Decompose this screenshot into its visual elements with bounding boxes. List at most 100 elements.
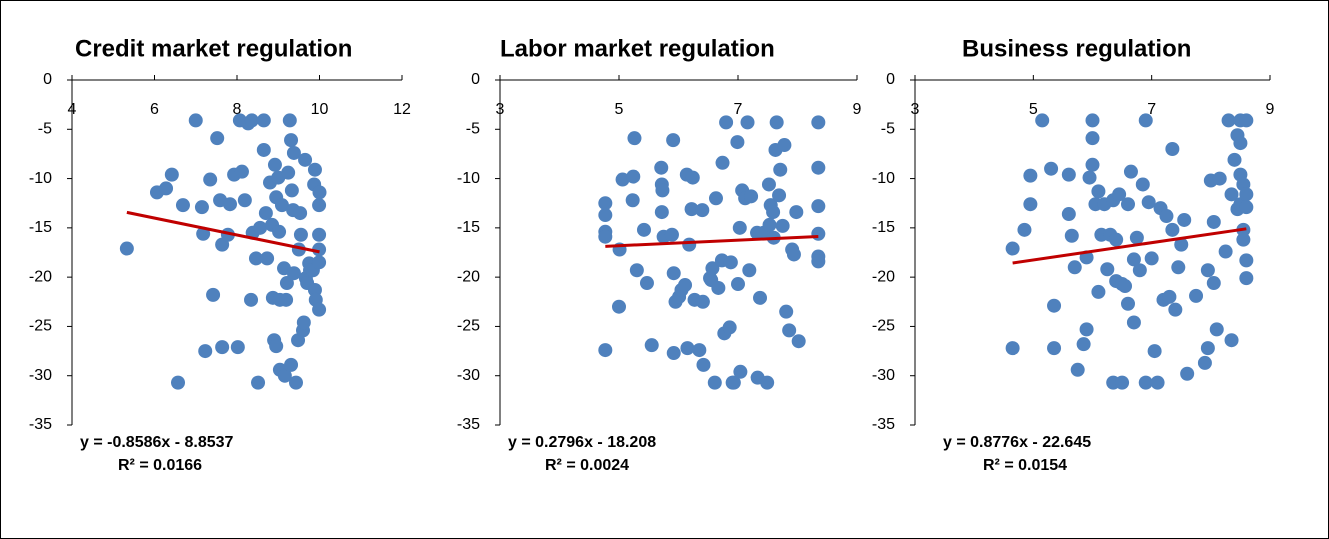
point — [1109, 232, 1124, 247]
point — [740, 115, 755, 130]
point — [761, 177, 776, 192]
point — [1023, 168, 1038, 183]
y-tick-label: -5 — [466, 121, 480, 138]
point — [1227, 152, 1242, 167]
point — [760, 375, 775, 390]
point — [1239, 113, 1254, 128]
point — [282, 113, 297, 128]
point — [722, 320, 737, 335]
point — [1197, 355, 1212, 370]
point — [237, 193, 252, 208]
x-tick-label: 4 — [68, 101, 77, 118]
point — [742, 263, 757, 278]
point — [695, 203, 710, 218]
point — [1239, 271, 1254, 286]
point — [1061, 167, 1076, 182]
point — [281, 165, 296, 180]
point — [685, 170, 700, 185]
point — [253, 220, 268, 235]
point — [267, 157, 282, 172]
point — [119, 241, 134, 256]
point — [791, 334, 806, 349]
point — [1085, 157, 1100, 172]
point — [269, 339, 284, 354]
chart-title: Credit market regulation — [75, 35, 352, 62]
point — [1085, 113, 1100, 128]
point — [312, 242, 327, 257]
point — [626, 169, 641, 184]
point — [312, 255, 327, 270]
point — [296, 315, 311, 330]
point — [1132, 263, 1147, 278]
point — [1085, 131, 1100, 146]
x-tick-label: 12 — [393, 101, 411, 118]
point — [244, 113, 259, 128]
point — [811, 254, 826, 269]
point — [707, 375, 722, 390]
point — [654, 205, 669, 220]
r-squared: R² = 0.0166 — [118, 457, 202, 474]
point — [625, 193, 640, 208]
point — [1121, 296, 1135, 311]
point — [251, 375, 266, 390]
point — [1162, 289, 1177, 304]
point — [256, 142, 271, 157]
point — [1005, 341, 1020, 356]
chart-title: Business regulation — [962, 35, 1191, 62]
y-tick-label: -25 — [872, 318, 895, 335]
point — [1165, 142, 1180, 156]
point — [1023, 197, 1038, 212]
point — [629, 263, 644, 278]
point — [159, 181, 174, 196]
point — [1200, 263, 1215, 278]
point — [1091, 184, 1106, 199]
point — [288, 375, 303, 390]
point — [678, 278, 693, 293]
point — [695, 294, 710, 309]
point — [627, 131, 642, 146]
y-tick-label: -5 — [38, 121, 52, 138]
point — [1044, 161, 1059, 176]
point — [682, 237, 697, 252]
point — [723, 255, 738, 270]
point — [732, 220, 747, 235]
point — [1017, 222, 1032, 237]
y-tick-label: -25 — [29, 318, 52, 335]
point — [772, 188, 787, 203]
point — [636, 222, 651, 237]
y-tick-label: -25 — [457, 318, 480, 335]
point — [312, 227, 327, 242]
point — [711, 280, 726, 295]
x-tick-label: 6 — [150, 101, 159, 118]
point — [1100, 262, 1115, 277]
point — [1064, 228, 1079, 243]
point — [789, 205, 804, 220]
point — [779, 304, 794, 319]
point — [188, 113, 203, 128]
point — [1135, 177, 1150, 192]
point — [766, 205, 781, 220]
point — [1138, 113, 1153, 128]
point — [684, 202, 699, 217]
point — [279, 292, 294, 307]
point — [654, 160, 669, 175]
point — [1047, 298, 1062, 313]
point — [696, 357, 711, 372]
point — [715, 155, 730, 170]
point — [753, 290, 768, 305]
point — [1061, 207, 1076, 222]
x-tick-label: 9 — [1266, 101, 1275, 118]
point — [644, 338, 659, 353]
y-tick-label: -35 — [457, 416, 480, 433]
point — [1159, 209, 1174, 224]
point — [258, 206, 273, 221]
point — [244, 292, 259, 307]
point — [612, 299, 626, 314]
point — [1171, 260, 1186, 275]
x-tick-label: 3 — [911, 101, 920, 118]
point — [782, 323, 797, 338]
point — [1126, 315, 1141, 330]
point — [277, 368, 292, 383]
point — [164, 167, 179, 182]
point — [1082, 170, 1097, 185]
